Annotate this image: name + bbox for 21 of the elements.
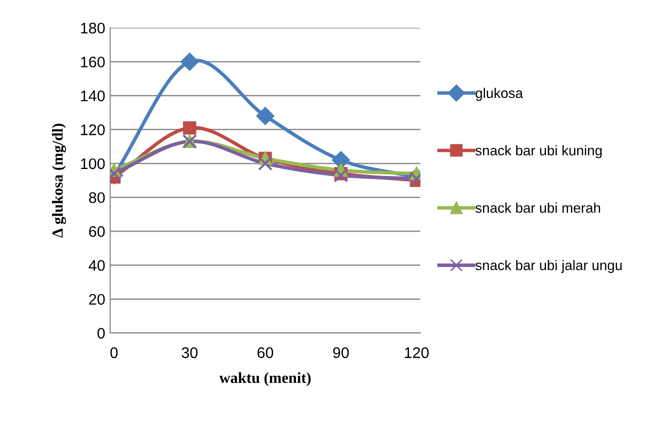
y-axis-title: ∆ glukosa (mg/dl): [52, 124, 66, 238]
x-tick-label: 90: [333, 347, 349, 358]
legend-label: glukosa: [476, 88, 523, 101]
legend-label: snack bar ubi merah: [476, 202, 600, 213]
y-tick-label: 60: [89, 226, 105, 237]
y-tick-label: 100: [81, 158, 105, 170]
x-tick-label: 120: [404, 347, 429, 358]
y-tick-label: 120: [81, 124, 105, 136]
legend-label: snack bar ubi kuning: [476, 145, 602, 158]
y-tick-label: 20: [89, 294, 105, 305]
legend-label: snack bar ubi jalar ungu: [476, 260, 622, 273]
y-tick-label: 140: [81, 90, 105, 102]
y-tick-label: 40: [88, 260, 105, 271]
y-tick-label: 180: [81, 22, 105, 34]
y-tick-label: 0: [97, 328, 105, 339]
y-tick-label: 80: [89, 192, 105, 204]
x-axis-title: waktu (menit): [219, 372, 311, 386]
y-tick-label: 160: [81, 56, 105, 68]
x-tick-label: 0: [110, 347, 118, 358]
x-tick-label: 30: [182, 347, 198, 358]
x-tick-label: 60: [258, 347, 274, 358]
